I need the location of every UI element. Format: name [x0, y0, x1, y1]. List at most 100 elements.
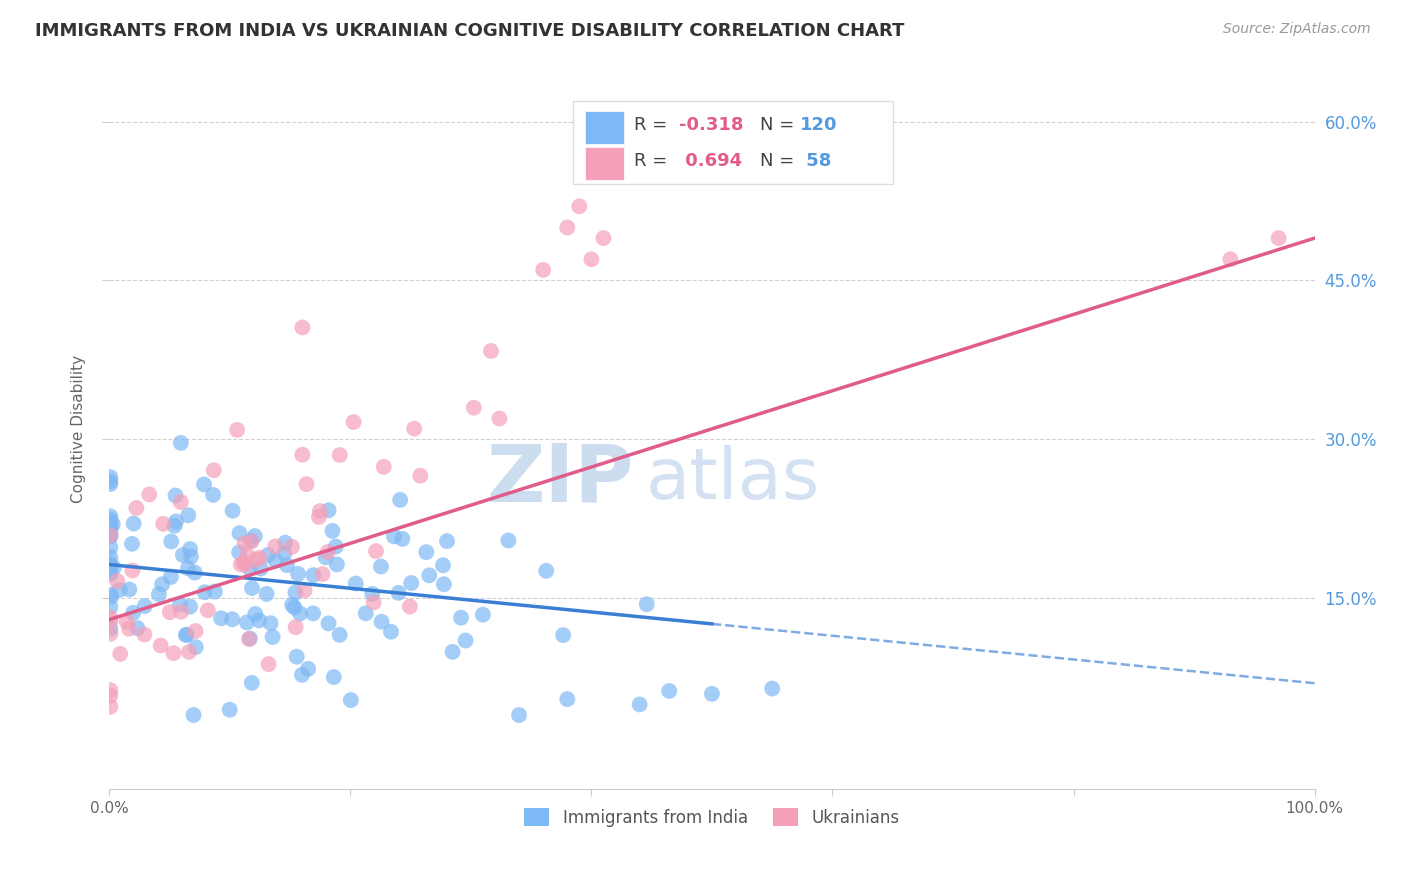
Point: [98, 474, 121, 488]
Point: [98, 516, 121, 530]
Point: [229, 558, 252, 572]
Point: [98, 509, 121, 524]
Point: [264, 540, 287, 554]
Point: [409, 468, 432, 483]
Point: [228, 545, 250, 559]
Point: [326, 558, 349, 572]
Point: [98, 557, 121, 571]
Point: [118, 622, 141, 636]
Point: [284, 620, 307, 634]
Point: [125, 501, 148, 516]
Point: [177, 645, 200, 659]
Point: [380, 624, 402, 639]
Point: [172, 548, 194, 562]
Point: [450, 610, 472, 624]
Point: [98, 689, 121, 703]
Point: [162, 646, 184, 660]
Point: [287, 566, 309, 581]
Text: 58: 58: [800, 152, 831, 169]
Point: [235, 558, 257, 572]
Text: atlas: atlas: [645, 445, 820, 514]
Point: [183, 708, 205, 723]
Point: [273, 546, 295, 560]
Point: [226, 423, 249, 437]
Point: [257, 548, 280, 562]
Point: [344, 576, 367, 591]
Point: [581, 252, 603, 267]
Point: [281, 598, 304, 612]
Point: [209, 611, 232, 625]
Text: 0.694: 0.694: [679, 152, 742, 169]
Point: [98, 529, 121, 543]
Point: [243, 529, 266, 543]
Point: [218, 703, 240, 717]
Point: [399, 599, 422, 614]
Point: [259, 616, 281, 631]
Point: [180, 549, 202, 564]
Point: [170, 605, 193, 619]
Point: [101, 517, 124, 532]
Point: [318, 616, 340, 631]
Point: [115, 615, 138, 629]
Point: [388, 586, 411, 600]
Point: [204, 584, 226, 599]
FancyBboxPatch shape: [574, 101, 893, 184]
Point: [184, 640, 207, 654]
Point: [98, 513, 121, 527]
Point: [202, 463, 225, 477]
Point: [236, 549, 259, 563]
Point: [176, 628, 198, 642]
Point: [309, 504, 332, 518]
Point: [98, 599, 121, 614]
Point: [315, 550, 337, 565]
Point: [177, 508, 200, 523]
Point: [148, 587, 170, 601]
Point: [202, 488, 225, 502]
Text: R =: R =: [634, 152, 672, 169]
Point: [479, 344, 502, 359]
Point: [160, 570, 183, 584]
Point: [194, 585, 217, 599]
Point: [163, 518, 186, 533]
Point: [433, 577, 456, 591]
FancyBboxPatch shape: [585, 147, 624, 180]
Point: [122, 516, 145, 531]
Point: [391, 532, 413, 546]
Point: [103, 560, 125, 574]
Text: IMMIGRANTS FROM INDIA VS UKRAINIAN COGNITIVE DISABILITY CORRELATION CHART: IMMIGRANTS FROM INDIA VS UKRAINIAN COGNI…: [35, 22, 904, 40]
Point: [110, 647, 132, 661]
Point: [98, 615, 121, 629]
Point: [363, 595, 385, 609]
Point: [488, 411, 510, 425]
Text: N =: N =: [761, 116, 800, 134]
Point: [98, 565, 121, 579]
Point: [568, 199, 591, 213]
Point: [257, 657, 280, 672]
Point: [281, 540, 304, 554]
Point: [508, 708, 530, 723]
Point: [291, 668, 314, 682]
Point: [98, 528, 121, 542]
Point: [184, 624, 207, 638]
Point: [329, 628, 352, 642]
Point: [463, 401, 485, 415]
Point: [291, 448, 314, 462]
Point: [399, 576, 422, 591]
Point: [165, 489, 187, 503]
Point: [238, 632, 260, 646]
Point: [179, 542, 201, 557]
Point: [284, 585, 307, 599]
Point: [297, 662, 319, 676]
Point: [170, 436, 193, 450]
Point: [1267, 231, 1289, 245]
Point: [274, 535, 297, 549]
Point: [184, 566, 207, 580]
Point: [536, 564, 558, 578]
Point: [308, 509, 330, 524]
Point: [628, 698, 651, 712]
Point: [98, 626, 121, 640]
Point: [322, 670, 344, 684]
Point: [415, 545, 437, 559]
Y-axis label: Cognitive Disability: Cognitive Disability: [72, 355, 86, 503]
Point: [240, 581, 263, 595]
